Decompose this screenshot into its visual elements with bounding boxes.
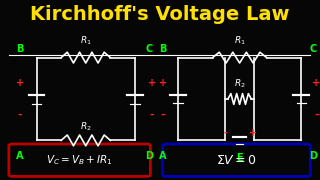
Text: B: B [159,44,166,54]
Text: $R_2$: $R_2$ [80,121,92,133]
Text: C: C [310,44,317,54]
Text: Kirchhoff's Voltage Law: Kirchhoff's Voltage Law [30,5,289,24]
Text: -: - [224,128,228,138]
Text: -: - [149,110,154,120]
Text: -: - [160,110,165,120]
Text: $R_1$: $R_1$ [234,34,245,47]
Text: A: A [159,151,166,161]
Text: -: - [17,110,22,120]
Text: $R_2$: $R_2$ [234,78,245,90]
Text: E: E [236,153,243,163]
Text: +: + [148,78,156,88]
Text: +: + [312,78,320,88]
Text: $V_C = V_B + IR_1$: $V_C = V_B + IR_1$ [46,153,113,167]
Text: +: + [159,78,167,88]
Text: +: + [249,128,258,138]
Text: C: C [145,44,152,54]
Text: A: A [16,151,23,161]
Text: $R_1$: $R_1$ [80,34,92,47]
Text: $\Sigma V = 0$: $\Sigma V = 0$ [216,154,257,167]
Text: D: D [145,151,153,161]
Text: -: - [314,110,319,120]
Text: B: B [16,44,23,54]
Text: D: D [309,151,317,161]
Text: +: + [16,78,24,88]
